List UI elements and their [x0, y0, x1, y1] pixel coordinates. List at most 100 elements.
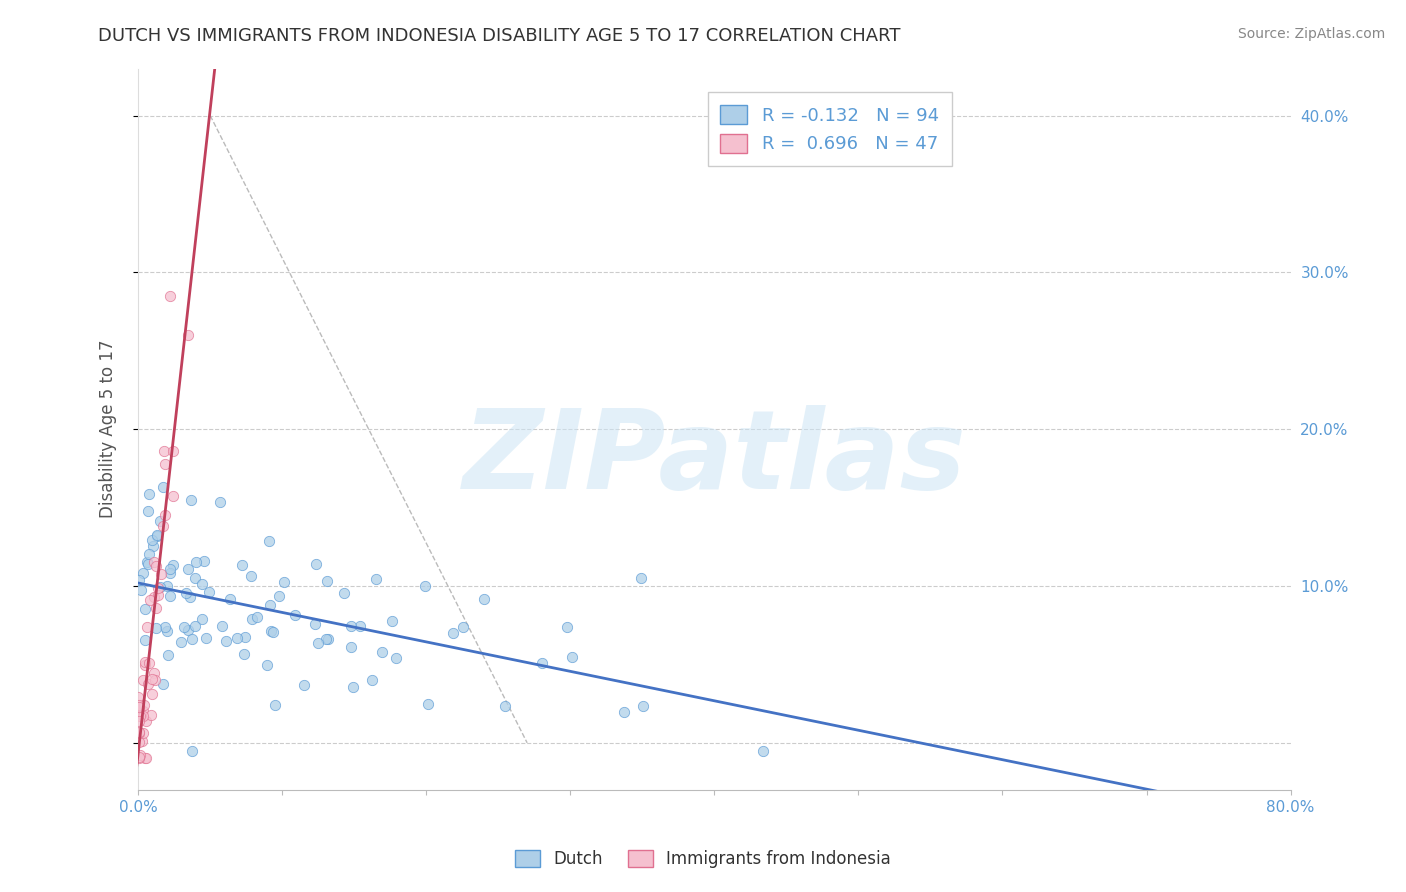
Point: [128, 699, 150, 714]
Point: [148, 588, 170, 602]
Point: [472, 592, 495, 607]
Point: [339, 640, 361, 654]
Point: [751, 744, 773, 758]
Point: [159, 289, 181, 303]
Point: [184, 571, 207, 585]
Point: [381, 614, 404, 628]
Point: [179, 591, 201, 605]
Point: [141, 687, 163, 701]
Point: [156, 579, 179, 593]
Point: [233, 647, 256, 661]
Point: [561, 650, 583, 665]
Point: [134, 632, 156, 647]
Point: [208, 495, 231, 509]
Point: [131, 734, 153, 748]
Legend: Dutch, Immigrants from Indonesia: Dutch, Immigrants from Indonesia: [509, 843, 897, 875]
Point: [135, 751, 157, 765]
Point: [143, 590, 166, 604]
Point: [145, 621, 167, 635]
Point: [304, 557, 326, 571]
Point: [555, 620, 578, 634]
Point: [153, 620, 176, 634]
Text: Source: ZipAtlas.com: Source: ZipAtlas.com: [1237, 27, 1385, 41]
Point: [135, 555, 157, 569]
Point: [184, 555, 207, 569]
Point: [631, 698, 654, 713]
Point: [159, 566, 181, 580]
Point: [304, 617, 326, 632]
Point: [162, 558, 184, 573]
Point: [129, 583, 152, 598]
Point: [152, 480, 174, 494]
Point: [315, 632, 337, 647]
Point: [259, 534, 281, 549]
Point: [190, 612, 212, 626]
Point: [315, 574, 337, 588]
Point: [413, 579, 436, 593]
Point: [181, 744, 204, 758]
Point: [127, 690, 149, 705]
Point: [240, 612, 263, 626]
Point: [145, 600, 167, 615]
Point: [273, 575, 295, 590]
Point: [246, 610, 269, 624]
Point: [132, 725, 155, 739]
Point: [136, 677, 159, 691]
Point: [184, 619, 207, 633]
Point: [156, 648, 179, 663]
Point: [366, 572, 388, 586]
Point: [128, 714, 150, 728]
Point: [143, 673, 166, 687]
Point: [170, 635, 193, 649]
Point: [267, 589, 290, 603]
Point: [193, 554, 215, 568]
Point: [342, 680, 364, 694]
Point: [494, 698, 516, 713]
Y-axis label: Disability Age 5 to 17: Disability Age 5 to 17: [100, 340, 117, 518]
Point: [235, 630, 257, 644]
Point: [129, 747, 152, 762]
Point: [531, 657, 554, 671]
Point: [292, 678, 315, 692]
Point: [138, 593, 160, 607]
Point: [142, 539, 165, 553]
Point: [263, 698, 285, 712]
Point: [135, 714, 157, 728]
Point: [134, 657, 156, 672]
Point: [231, 558, 253, 572]
Point: [138, 656, 160, 670]
Point: [177, 562, 200, 576]
Point: [191, 577, 214, 591]
Point: [155, 508, 177, 522]
Point: [136, 504, 159, 518]
Point: [128, 698, 150, 712]
Point: [136, 558, 159, 572]
Point: [141, 672, 163, 686]
Point: [441, 625, 464, 640]
Point: [416, 698, 439, 712]
Point: [131, 673, 153, 688]
Point: [256, 658, 278, 673]
Point: [128, 699, 150, 714]
Point: [143, 555, 166, 569]
Point: [139, 707, 162, 722]
Point: [132, 698, 155, 713]
Point: [159, 562, 181, 576]
Text: DUTCH VS IMMIGRANTS FROM INDONESIA DISABILITY AGE 5 TO 17 CORRELATION CHART: DUTCH VS IMMIGRANTS FROM INDONESIA DISAB…: [98, 27, 901, 45]
Legend: R = -0.132   N = 94, R =  0.696   N = 47: R = -0.132 N = 94, R = 0.696 N = 47: [707, 92, 952, 166]
Point: [360, 673, 382, 687]
Point: [180, 492, 202, 507]
Point: [128, 749, 150, 764]
Point: [177, 623, 200, 637]
Point: [349, 618, 371, 632]
Point: [307, 636, 329, 650]
Point: [613, 705, 636, 719]
Point: [138, 487, 160, 501]
Point: [225, 632, 247, 646]
Point: [145, 528, 167, 542]
Point: [211, 619, 233, 633]
Point: [180, 632, 202, 646]
Point: [134, 602, 156, 616]
Point: [259, 624, 281, 639]
Point: [149, 580, 172, 594]
